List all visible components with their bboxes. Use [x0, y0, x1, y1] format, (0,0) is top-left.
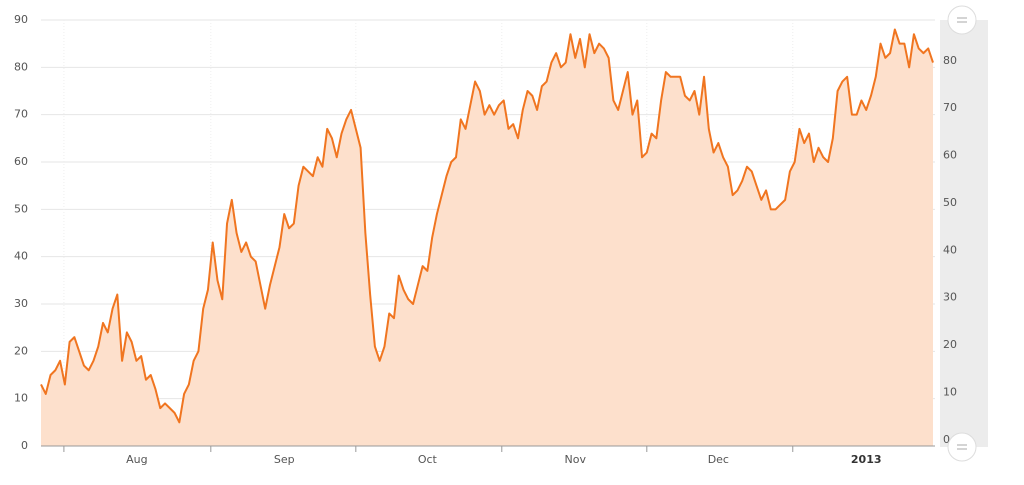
- y2-tick-label: 70: [943, 101, 957, 114]
- y-tick-label: 40: [14, 250, 28, 263]
- y-tick-label: 60: [14, 155, 28, 168]
- x-tick-label: Dec: [708, 453, 729, 466]
- navigator-track: [940, 20, 988, 447]
- y-tick-label: 10: [14, 392, 28, 405]
- y2-tick-label: 10: [943, 385, 957, 398]
- y2-tick-label: 50: [943, 196, 957, 209]
- y2-tick-label: 40: [943, 243, 957, 256]
- x-tick-label: 2013: [851, 453, 882, 466]
- y-tick-label: 70: [14, 108, 28, 121]
- y-tick-label: 0: [21, 439, 28, 452]
- area-fill: [41, 29, 933, 446]
- y2-tick-label: 80: [943, 54, 957, 67]
- y-tick-label: 20: [14, 344, 28, 357]
- x-tick-label: Sep: [274, 453, 295, 466]
- y-tick-label: 80: [14, 60, 28, 73]
- y-tick-label: 50: [14, 202, 28, 215]
- scroll-button-bottom[interactable]: [947, 432, 977, 462]
- x-tick-label: Aug: [126, 453, 147, 466]
- y2-tick-label: 0: [943, 433, 950, 446]
- x-tick-label: Oct: [418, 453, 438, 466]
- y-tick-label: 30: [14, 297, 28, 310]
- y2-tick-label: 30: [943, 291, 957, 304]
- scroll-button-top[interactable]: [947, 5, 977, 35]
- y-tick-label: 90: [14, 13, 28, 26]
- y2-tick-label: 60: [943, 149, 957, 162]
- x-tick-label: Nov: [565, 453, 587, 466]
- line: [40, 28, 934, 424]
- y2-tick-label: 20: [943, 338, 957, 351]
